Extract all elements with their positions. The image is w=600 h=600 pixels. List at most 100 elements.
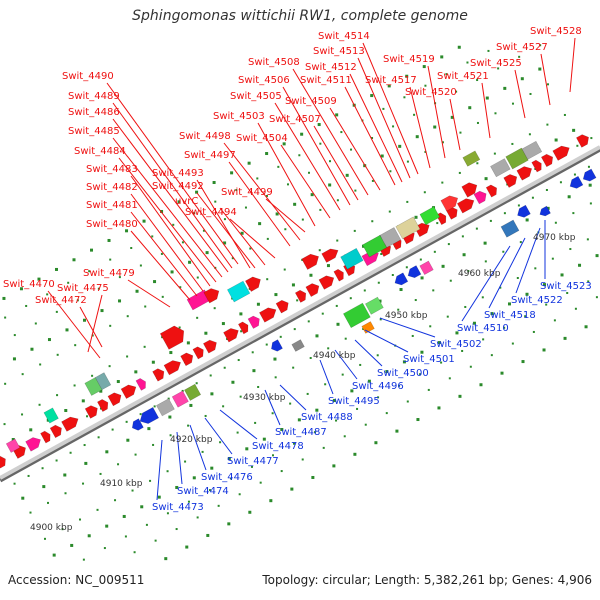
label-connectors [47, 37, 576, 501]
reverse-label-connector [156, 439, 163, 501]
tick-mark [227, 456, 231, 460]
tick-mark [455, 331, 459, 335]
tick-mark [265, 343, 268, 346]
tick-mark [239, 395, 242, 398]
tick-mark [371, 220, 374, 223]
tick-mark [256, 302, 260, 306]
tick-mark [359, 363, 362, 366]
forward-gene-block [227, 280, 251, 303]
tick-mark [206, 533, 210, 537]
tick-mark [584, 325, 588, 329]
reverse-label-connector [204, 417, 233, 455]
tick-mark [151, 360, 155, 364]
tick-mark [46, 293, 49, 296]
tick-mark [21, 413, 24, 416]
tick-mark [209, 374, 212, 377]
tick-mark [21, 373, 24, 376]
tick-mark [4, 382, 7, 385]
tick-mark [139, 264, 142, 267]
forward-gene [503, 174, 518, 188]
tick-mark [332, 464, 336, 468]
forward-gene [516, 166, 533, 181]
tick-mark [511, 102, 514, 105]
tick-mark [317, 123, 321, 127]
tick-mark [380, 154, 384, 158]
forward-label-connector [282, 86, 351, 206]
tick-mark [595, 296, 598, 299]
tick-mark [437, 341, 441, 345]
tick-mark [466, 61, 469, 64]
tick-mark [445, 73, 448, 76]
tick-mark [296, 299, 299, 302]
forward-label-connector [112, 102, 233, 269]
tick-mark [279, 335, 282, 338]
tick-mark [133, 551, 136, 554]
tick-mark [572, 128, 576, 132]
tick-mark [458, 171, 461, 174]
tick-mark [441, 264, 445, 268]
scale-label: 4920 kbp [170, 435, 213, 445]
tick-mark [83, 318, 87, 322]
reverse-label-connector [461, 245, 511, 322]
tick-mark [219, 441, 222, 444]
tick-mark [531, 196, 534, 199]
tick-mark [518, 55, 521, 58]
tick-mark [534, 267, 537, 270]
tick-mark [559, 181, 562, 184]
tick-mark [517, 204, 520, 207]
tick-mark [195, 382, 198, 385]
tick-mark [19, 287, 23, 291]
backbone-line [0, 145, 600, 480]
tick-mark [389, 170, 392, 173]
tick-mark [265, 194, 268, 197]
tick-mark [142, 219, 146, 223]
tick-mark [489, 219, 492, 222]
tick-mark [181, 241, 184, 244]
tick-mark [567, 195, 571, 199]
tick-mark [371, 136, 374, 139]
forward-label-connector [127, 279, 171, 308]
tick-mark [13, 482, 16, 485]
tick-mark [118, 299, 122, 303]
tick-mark [177, 200, 181, 204]
tick-mark [424, 84, 427, 87]
forward-label-connector [329, 107, 381, 191]
tick-mark [210, 392, 214, 396]
forward-gene [180, 352, 194, 367]
tick-mark [103, 547, 106, 550]
tick-mark [328, 183, 332, 187]
tick-mark [214, 200, 217, 203]
reverse-gene [394, 272, 409, 286]
tick-mark [289, 402, 292, 405]
tick-mark [385, 412, 388, 415]
tick-mark [551, 257, 554, 260]
tick-mark [429, 325, 432, 328]
forward-gene-block [461, 182, 478, 198]
tick-mark [420, 350, 424, 354]
tick-mark [86, 415, 89, 418]
forward-gene-label: Swit_4472 [35, 295, 87, 306]
tick-mark [258, 222, 262, 226]
forward-label-connector [481, 82, 491, 139]
tick-mark [595, 254, 599, 258]
forward-gene-block [379, 227, 402, 248]
tick-mark [42, 485, 46, 489]
tick-mark [280, 470, 283, 473]
tick-mark [107, 238, 111, 242]
forward-gene-block [340, 247, 364, 270]
tick-mark [590, 137, 593, 140]
tick-mark [511, 342, 514, 345]
forward-gene-label: Swit_4505 [230, 91, 282, 102]
forward-gene [0, 455, 6, 469]
tick-mark [405, 74, 409, 78]
tick-mark [414, 299, 417, 302]
tick-mark [274, 376, 277, 379]
tick-mark [448, 377, 451, 380]
forward-label-connector [112, 118, 229, 273]
forward-gene-label: Swit_4527 [496, 42, 548, 53]
tick-mark [415, 135, 419, 139]
tick-mark [248, 510, 252, 514]
tick-mark [223, 241, 227, 245]
